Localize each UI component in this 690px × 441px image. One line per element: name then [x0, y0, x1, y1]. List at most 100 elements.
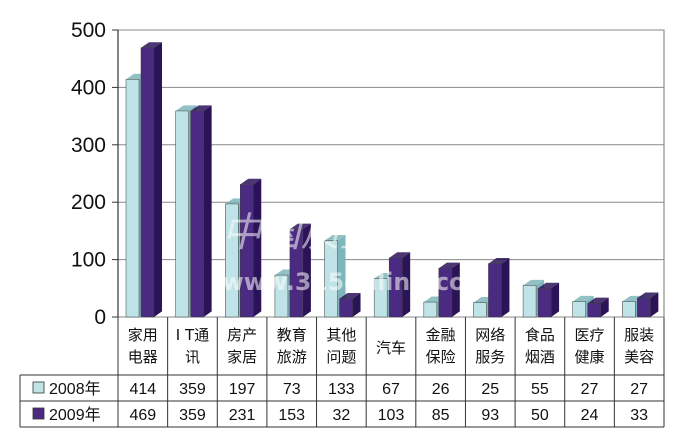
data-cell: 359 [179, 407, 206, 424]
category-label: 房产 [227, 326, 257, 344]
legend-swatch-2009 [32, 407, 45, 420]
data-cell: 24 [581, 407, 599, 424]
data-cell: 67 [382, 381, 400, 398]
bar-2009-side [302, 223, 311, 317]
bar-2009 [240, 178, 262, 318]
category-label: 问题 [326, 348, 356, 366]
category-label: 保险 [426, 348, 456, 366]
bar-2009-face [438, 267, 453, 318]
bar-2009-side [501, 258, 510, 317]
y-tick-label: 200 [71, 191, 106, 214]
bar-2009-top [538, 282, 560, 289]
bar-2009-face [537, 288, 552, 318]
category-label: 网络 [475, 326, 505, 344]
bar-2008-top [622, 295, 644, 302]
data-cell: 32 [332, 407, 350, 424]
data-cell: 27 [581, 381, 599, 398]
data-cell: 133 [328, 381, 355, 398]
bar-2009 [289, 223, 311, 318]
category-label: 电器 [128, 348, 158, 366]
category-label: I T通 [176, 326, 209, 344]
bar-2009-top [141, 42, 162, 48]
bar-2008-face [125, 79, 140, 318]
y-tick-label: 400 [71, 76, 106, 99]
bar-2009-side [650, 292, 659, 317]
bar-2009-face [240, 184, 254, 318]
bar-2009-face [388, 257, 403, 318]
y-tick-label: 100 [71, 249, 106, 272]
data-cell: 469 [129, 407, 156, 424]
bar-2008-face [622, 301, 636, 318]
legend-label: 2008年 [49, 380, 101, 398]
data-cell: 93 [481, 407, 499, 424]
category-label: 家用 [128, 326, 158, 344]
bar-2009-top [389, 252, 411, 258]
bar-2009-top [637, 292, 659, 299]
data-cell: 231 [229, 407, 256, 424]
bar-2009 [190, 105, 212, 318]
data-cell: 359 [179, 381, 206, 398]
bar-2009-face [190, 110, 204, 318]
bar-2009 [637, 292, 659, 318]
bar-2009-top [339, 293, 361, 299]
bar-2008-face [225, 203, 239, 318]
data-cell: 103 [378, 407, 405, 424]
data-cell: 55 [531, 381, 549, 398]
bar-2009-face [587, 302, 601, 318]
bar-2009-top [190, 105, 212, 111]
bar-2009-side [551, 282, 560, 317]
bar-2009-top [488, 258, 510, 264]
bar-2008-top [523, 279, 545, 286]
bar-2009-side [203, 105, 212, 317]
bars [125, 42, 659, 318]
bar-2008-top [572, 295, 594, 302]
bar-2009-side [600, 297, 609, 317]
bar-2008-face [423, 301, 438, 318]
bar-2009-side [253, 178, 262, 317]
bar-2009-face [339, 298, 353, 318]
category-label: 美容 [624, 348, 654, 366]
category-label: 烟酒 [525, 348, 555, 366]
data-cell: 414 [129, 381, 156, 398]
bar-2009-face [289, 228, 304, 318]
bar-2008-face [522, 285, 537, 318]
y-tick-label: 300 [71, 134, 106, 157]
category-label: 服装 [624, 326, 654, 344]
data-cell: 197 [229, 381, 256, 398]
category-label: 服务 [475, 348, 505, 366]
bar-2009 [587, 297, 609, 318]
bar-2009 [438, 262, 460, 318]
bar-2009-side [451, 262, 460, 317]
category-label: 健康 [575, 348, 605, 366]
data-cell: 33 [630, 407, 648, 424]
bar-2009-top [438, 262, 460, 269]
data-cell: 153 [278, 407, 305, 424]
data-cell: 73 [283, 381, 301, 398]
data-cell: 27 [630, 381, 648, 398]
bar-2009 [140, 42, 162, 318]
y-tick-label: 0 [94, 306, 106, 329]
bar-2009-top [240, 178, 262, 185]
bar-2009-face [140, 47, 155, 318]
legend-label: 2009年 [49, 406, 101, 424]
category-label: 金融 [426, 326, 456, 344]
bar-2008-face [274, 274, 289, 318]
category-label: 医疗 [575, 326, 605, 344]
y-axis: 0 100 200 300 400 500 [71, 19, 119, 329]
category-label: 旅游 [277, 348, 307, 366]
bar-2009-side [352, 293, 361, 317]
category-label: 食品 [525, 326, 555, 344]
bar-2008-face [473, 302, 487, 318]
watermark-name: 中国质量万里行 [222, 210, 502, 256]
bar-2009 [537, 282, 560, 318]
bar-2009 [388, 252, 411, 318]
bar-2008-face [572, 301, 586, 318]
data-cell: 26 [432, 381, 450, 398]
bar-2008-top [324, 235, 346, 241]
bar-2009-top [587, 297, 609, 304]
bar-2008-face [324, 240, 338, 318]
bar-2008-face [373, 278, 388, 318]
category-label: 讯 [185, 348, 200, 366]
